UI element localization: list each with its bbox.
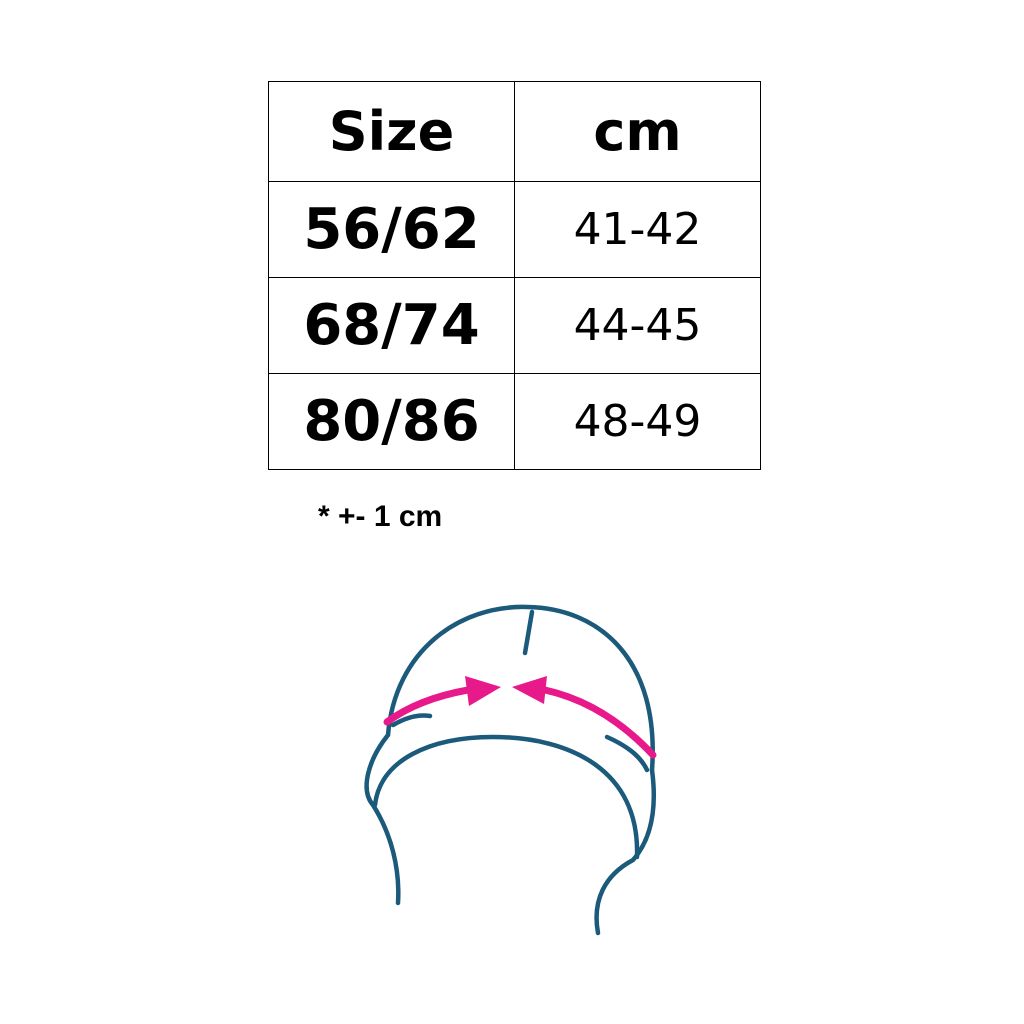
tolerance-note: * +- 1 cm bbox=[318, 500, 443, 533]
header-size: Size bbox=[268, 81, 515, 182]
size-cell: 80/86 bbox=[268, 373, 515, 470]
arrow-left-shaft bbox=[383, 686, 472, 726]
cm-cell: 44-45 bbox=[514, 277, 761, 374]
size-cell: 68/74 bbox=[268, 277, 515, 374]
measurement-arrows bbox=[383, 676, 657, 759]
size-chart-table: Size cm 56/62 41-42 68/74 44-45 80/86 48… bbox=[268, 81, 761, 470]
arrow-left-head-icon bbox=[512, 676, 547, 704]
size-cell: 56/62 bbox=[268, 181, 515, 278]
table-row: 80/86 48-49 bbox=[268, 373, 761, 470]
header-cm: cm bbox=[514, 81, 761, 182]
cm-cell: 48-49 bbox=[514, 373, 761, 470]
arrow-right-head-icon bbox=[465, 676, 501, 706]
table-row: 68/74 44-45 bbox=[268, 277, 761, 374]
arrow-right-shaft bbox=[541, 686, 657, 759]
table-header-row: Size cm bbox=[268, 81, 761, 182]
hat-outline bbox=[364, 604, 657, 936]
